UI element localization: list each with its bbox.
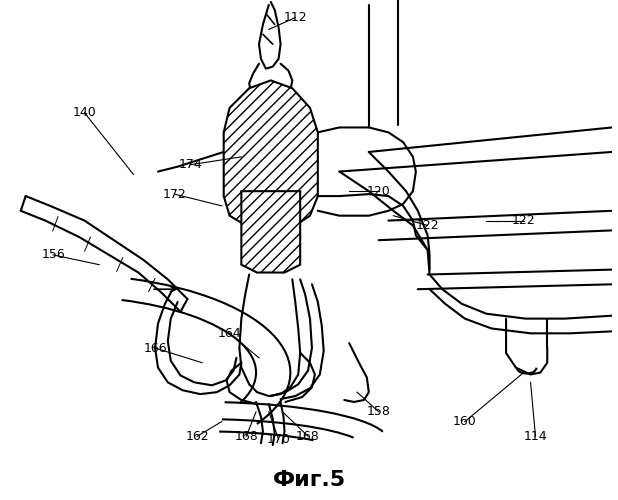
Text: 156: 156 [41, 248, 65, 262]
Text: 122: 122 [416, 219, 439, 232]
Text: 174: 174 [179, 158, 202, 171]
Text: 166: 166 [143, 342, 167, 354]
Text: Фиг.5: Фиг.5 [273, 470, 345, 490]
Text: 172: 172 [163, 188, 187, 200]
Text: 122: 122 [512, 214, 536, 227]
Text: 160: 160 [453, 415, 476, 428]
Text: 140: 140 [73, 106, 96, 119]
Polygon shape [224, 80, 318, 234]
Text: 170: 170 [267, 432, 290, 446]
Text: 162: 162 [185, 430, 209, 443]
Polygon shape [242, 191, 300, 272]
Text: 112: 112 [284, 11, 307, 24]
Text: 164: 164 [218, 327, 242, 340]
Text: 168: 168 [234, 430, 258, 443]
Text: 168: 168 [296, 430, 320, 443]
Text: 114: 114 [523, 430, 548, 443]
Text: 120: 120 [366, 184, 391, 198]
Text: 158: 158 [366, 406, 391, 418]
